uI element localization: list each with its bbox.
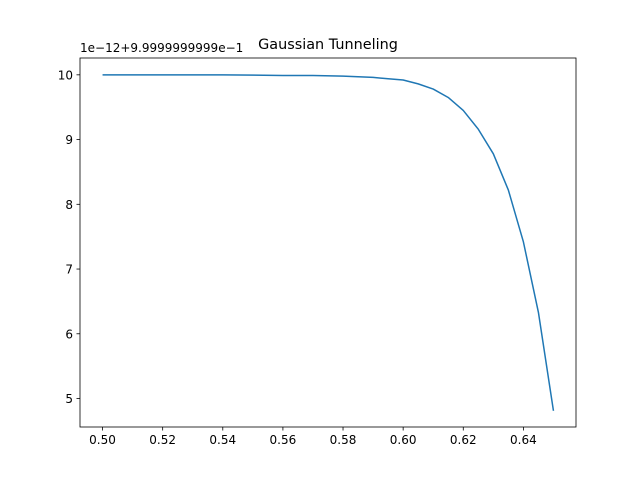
axes-frame: [79, 57, 577, 428]
y-tick-label: 6: [65, 327, 73, 341]
x-tick-label: 0.52: [149, 433, 176, 447]
y-tick-label: 7: [65, 263, 73, 277]
y-tick-label: 9: [65, 133, 73, 147]
x-tick-label: 0.62: [450, 433, 477, 447]
x-tick-label: 0.50: [89, 433, 116, 447]
plot-area: 0.50 0.52 0.54 0.56 0.58 0.60 0.62 0.64 5 6 7 8 9 10: [58, 57, 577, 447]
chart-title: Gaussian Tunneling: [258, 37, 398, 53]
y-tick-label: 10: [58, 68, 73, 82]
x-tick-label: 0.64: [510, 433, 537, 447]
y-tick-label: 5: [65, 392, 73, 406]
y-tick-label: 8: [65, 198, 73, 212]
y-axis-offset-label: 1e−12+9.9999999999e−1: [80, 41, 243, 55]
x-tick-label: 0.58: [330, 433, 357, 447]
x-tick-label: 0.56: [270, 433, 297, 447]
x-tick-label: 0.60: [390, 433, 417, 447]
x-tick-label: 0.54: [209, 433, 236, 447]
series-line-0: [102, 74, 555, 411]
